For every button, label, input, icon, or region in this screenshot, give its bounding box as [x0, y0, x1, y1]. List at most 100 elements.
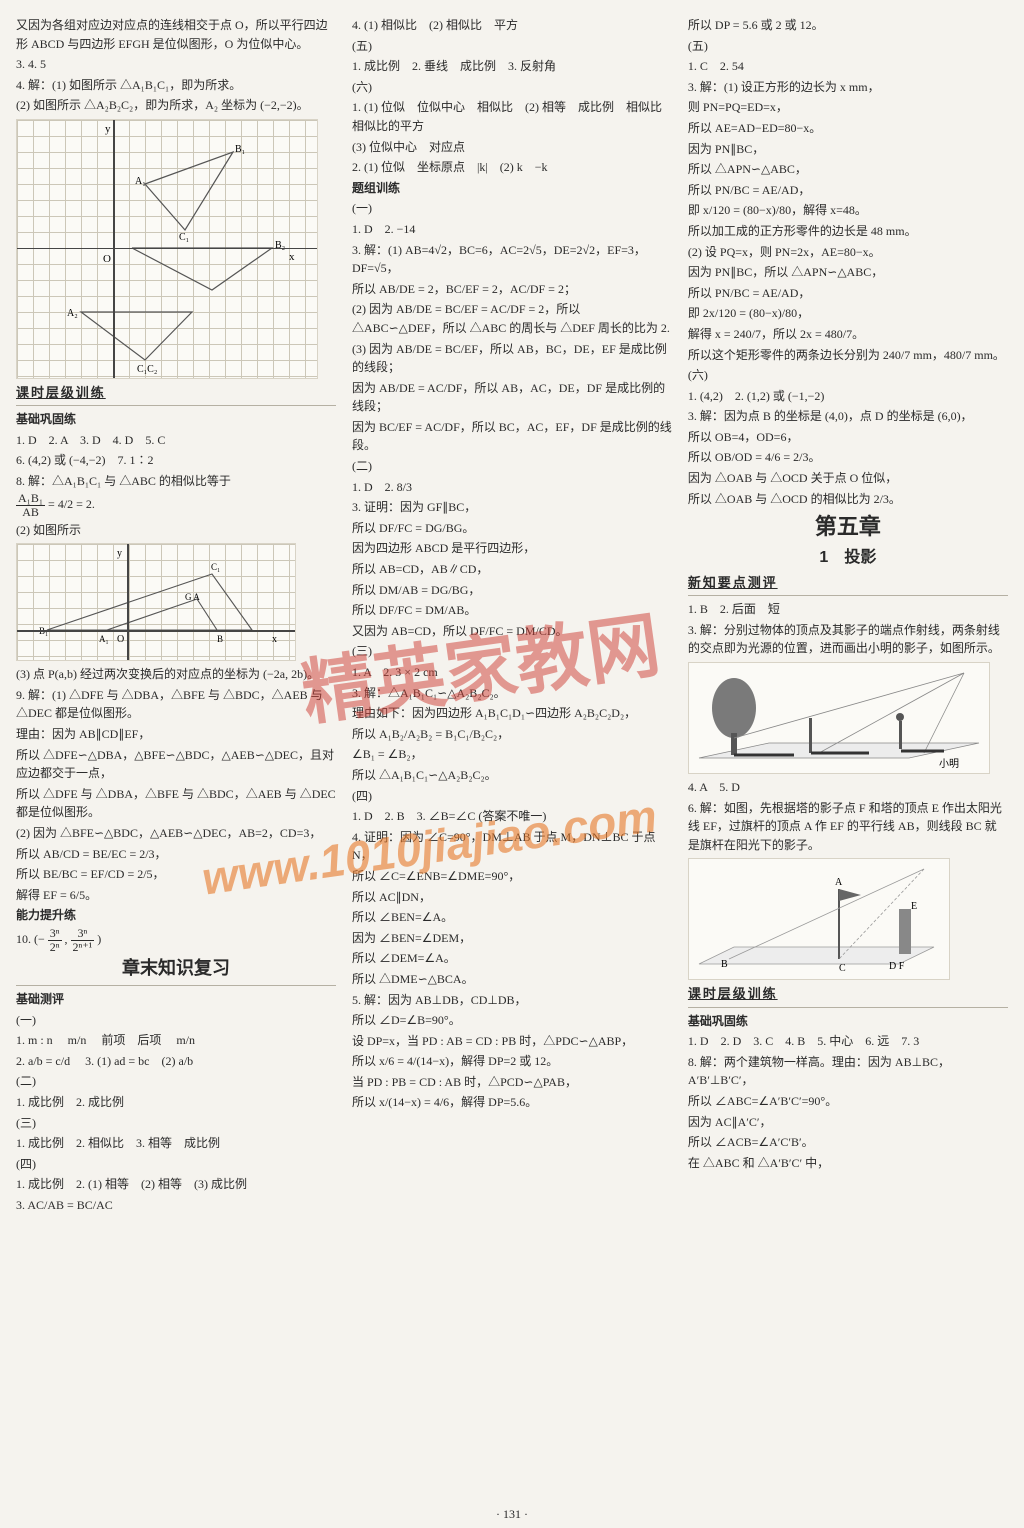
para: 3. 4. 5 [16, 55, 336, 74]
para: 所以加工成的正方形零件的边长是 48 mm。 [688, 222, 1008, 241]
group-label: (二) [16, 1072, 336, 1091]
para: 6. 解：如图，先根据塔的影子点 F 和塔的顶点 E 作出太阳光线 EF，过旗杆… [688, 799, 1008, 855]
answer-line: 1. D 2. −14 [352, 220, 672, 239]
answer-line: 1. m : n m/n 前项 后项 m/n [16, 1031, 336, 1050]
answer-line: 1. 成比例 2. 成比例 [16, 1093, 336, 1112]
column-1: 又因为各组对应边对应点的连线相交于点 O，所以平行四边形 ABCD 与四边形 E… [8, 14, 344, 1518]
answer-line: 3. AC/AB = BC/AC [16, 1196, 336, 1215]
answer-line: 2. a/b = c/d 3. (1) ad = bc (2) a/b [16, 1052, 336, 1071]
para: 所以 OB/OD = 4/6 = 2/3。 [688, 448, 1008, 467]
answer-line: 1. D 2. 8/3 [352, 478, 672, 497]
shadow-svg: 小明 [689, 663, 989, 773]
para: 所以 x/(14−x) = 4/6，解得 DP=5.6。 [352, 1093, 672, 1112]
para: 5. 解：因为 AB⊥DB，CD⊥DB， [352, 991, 672, 1010]
svg-text:A: A [835, 877, 843, 888]
para: 3. 解：因为点 B 的坐标是 (4,0)，点 D 的坐标是 (6,0)， [688, 407, 1008, 426]
group-label: (三) [16, 1114, 336, 1133]
para: 3. 证明：因为 GF∥BC， [352, 498, 672, 517]
para: 又因为 AB=CD，所以 DF/FC = DM/CD。 [352, 622, 672, 641]
para: (3) 因为 AB/DE = BC/EF，所以 AB，BC，DE，EF 是成比例… [352, 340, 672, 377]
svg-text:A₂: A₂ [67, 308, 78, 319]
section-title: 章末知识复习 [16, 955, 336, 983]
svg-text:O: O [117, 634, 124, 645]
equation: A₁B₁AB = 4/2 = 2. [16, 492, 336, 518]
para: 因为 AB/DE = AC/DF，所以 AB，AC，DE，DF 是成比例的线段； [352, 379, 672, 416]
para: 因为 △OAB 与 △OCD 关于点 O 位似， [688, 469, 1008, 488]
para: 所以 AC∥DN， [352, 888, 672, 907]
column-2: 4. (1) 相似比 (2) 相似比 平方 (五) 1. 成比例 2. 垂线 成… [344, 14, 680, 1518]
group-label: (一) [352, 199, 672, 218]
section-heading: 课时层级训练 [16, 383, 336, 403]
para: 所以 ∠BEN=∠A。 [352, 908, 672, 927]
svg-text:O: O [103, 253, 111, 265]
para: 8. 解：两个建筑物一样高。理由：因为 AB⊥BC，A′B′⊥B′C′， [688, 1053, 1008, 1090]
figure-shadow: 小明 [688, 662, 990, 774]
svg-text:E: E [911, 901, 917, 912]
figure-grid-1: x y O A₁ B₁ C₁ B₂ A₂ C₁C₂ [16, 119, 318, 379]
para: 因为 PN∥BC，所以 △APN∽△ABC， [688, 263, 1008, 282]
figure-label: 小明 [939, 758, 959, 770]
answer-line: 8. 解：△A₁B₁C₁ 与 △ABC 的相似比等于 [16, 472, 336, 491]
svg-text:x: x [289, 251, 295, 263]
para: 所以 ∠ACB=∠A′C′B′。 [688, 1133, 1008, 1152]
para: 所以 △A₁B₁C₁∽△A₂B₂C₂。 [352, 766, 672, 785]
answer-line: 1. D 2. D 3. C 4. B 5. 中心 6. 远 7. 3 [688, 1032, 1008, 1051]
para: 所以 △OAB 与 △OCD 的相似比为 2/3。 [688, 490, 1008, 509]
para: 所以 AB=CD，AB∥CD， [352, 560, 672, 579]
flag-svg: A E B C D F [689, 859, 949, 979]
para: (2) 因为 △BFE∽△BDC，△AEB∽△DEC，AB=2，CD=3， [16, 824, 336, 843]
answer-line: 10. (− 3ⁿ2ⁿ , 3ⁿ2ⁿ⁺¹ ) [16, 927, 336, 953]
section-heading: 新知要点测评 [688, 573, 1008, 593]
answer-line: 1. A 2. 3 × 2 cm [352, 663, 672, 682]
para: (3) 点 P(a,b) 经过两次变换后的对应点的坐标为 (−2a, 2b)。 [16, 665, 336, 684]
svg-text:C: C [839, 963, 846, 974]
para: 所以 DF/FC = DM/AB。 [352, 601, 672, 620]
para: 所以 OB=4，OD=6， [688, 428, 1008, 447]
para: 3. 解：(1) AB=4√2，BC=6，AC=2√5，DE=2√2，EF=3，… [352, 241, 672, 278]
para: 理由如下：因为四边形 A₁B₁C₁D₁∽四边形 A₂B₂C₂D₂， [352, 704, 672, 723]
para: 所以 PN/BC = AE/AD， [688, 181, 1008, 200]
para: 所以 DF/FC = DG/BG。 [352, 519, 672, 538]
sub-heading: 基础巩固练 [688, 1012, 1008, 1031]
svg-text:A₁: A₁ [135, 176, 146, 187]
para: 因为 BC/EF = AC/DF，所以 BC，AC，EF，DF 是成比例的线段。 [352, 418, 672, 455]
para: 所以 AB/DE = 2，BC/EF = 2，AC/DF = 2； [352, 280, 672, 299]
answer-line: 1. B 2. 后面 短 [688, 600, 1008, 619]
para: 所以 A₁B₂/A₂B₂ = B₁C₁/B₂C₂， [352, 725, 672, 744]
column-3: 所以 DP = 5.6 或 2 或 12。 (五) 1. C 2. 54 3. … [680, 14, 1016, 1518]
group-label: (四) [352, 787, 672, 806]
para: 因为 AC∥A′C′， [688, 1113, 1008, 1132]
group-label: (六) [688, 366, 1008, 385]
para: 因为四边形 ABCD 是平行四边形， [352, 539, 672, 558]
para: 4. 解：(1) 如图所示 △A₁B₁C₁，即为所求。 [16, 76, 336, 95]
figure-flag: A E B C D F [688, 858, 950, 980]
para: 所以 DP = 5.6 或 2 或 12。 [688, 16, 1008, 35]
svg-text:C₁: C₁ [211, 562, 220, 572]
svg-text:C₁: C₁ [179, 232, 189, 243]
group-label: (五) [352, 37, 672, 56]
sub-heading: 基础巩固练 [16, 410, 336, 429]
para: 所以 x/6 = 4/(14−x)，解得 DP=2 或 12。 [352, 1052, 672, 1071]
svg-text:C₁C₂: C₁C₂ [137, 364, 157, 375]
triangle-svg-2: x y O B₁ C₁ G A A₁ B [17, 544, 295, 660]
sub-heading: 题组训练 [352, 179, 672, 198]
para: 即 x/120 = (80−x)/80，解得 x=48。 [688, 201, 1008, 220]
para: 所以 △DFE∽△DBA，△BFE∽△BDC，△AEB∽△DEC，且对应边都交于… [16, 746, 336, 783]
para: 当 PD : PB = CD : AB 时，△PCD∽△PAB， [352, 1073, 672, 1092]
para: 又因为各组对应边对应点的连线相交于点 O，所以平行四边形 ABCD 与四边形 E… [16, 16, 336, 53]
page-number: · 131 · [0, 1507, 1024, 1522]
para: 即 2x/120 = (80−x)/80， [688, 304, 1008, 323]
para: 3. 解：分别过物体的顶点及其影子的端点作射线，两条射线的交点即为光源的位置，进… [688, 621, 1008, 658]
para: 所以 AB/CD = BE/EC = 2/3， [16, 845, 336, 864]
answer-line: 1. (4,2) 2. (1,2) 或 (−1,−2) [688, 387, 1008, 406]
svg-text:x: x [272, 634, 277, 645]
para: ∠B₁ = ∠B₂， [352, 745, 672, 764]
group-label: (二) [352, 457, 672, 476]
para: (2) 因为 AB/DE = BC/EF = AC/DF = 2，所以 △ABC… [352, 300, 672, 337]
svg-text:y: y [117, 548, 122, 559]
para: 3. 解：△A₁B₁C₁∽△A₂B₂C₂。 [352, 684, 672, 703]
divider [16, 405, 336, 406]
para: 3. 解：(1) 设正方形的边长为 x mm， [688, 78, 1008, 97]
answer-line: 4. A 5. D [688, 778, 1008, 797]
group-label: (三) [352, 642, 672, 661]
